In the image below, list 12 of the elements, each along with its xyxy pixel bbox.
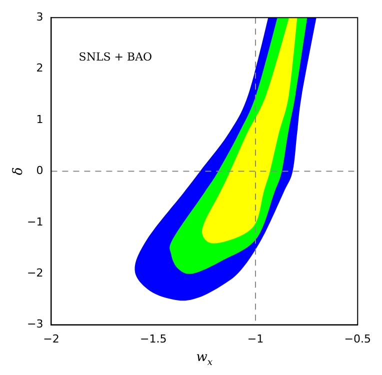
y-tick-label: 2: [36, 62, 44, 75]
annotation: SNLS + BAO: [78, 50, 152, 64]
y-tick-label: −2: [26, 266, 44, 280]
y-tick-label: −1: [26, 215, 44, 228]
y-tick-label: 1: [36, 112, 44, 126]
x-tick-label: −1.5: [140, 332, 167, 346]
y-tick-label: −3: [26, 318, 44, 331]
x-tick-label: −0.5: [344, 332, 372, 346]
y-tick-label: 0: [36, 164, 44, 178]
y-axis-title: δ: [11, 167, 26, 176]
y-tick-label: 3: [36, 10, 44, 24]
x-tick-label: −1: [247, 332, 264, 346]
